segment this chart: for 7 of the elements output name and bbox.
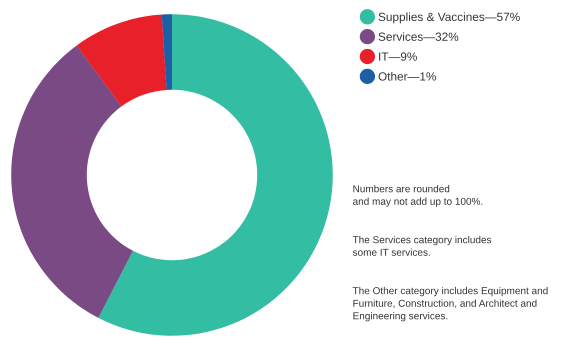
legend-label: Supplies & Vaccines—57%: [378, 12, 520, 24]
text: The Other category includes Equipment and Furniture, Construction, and Architect and Engineering services.: [352, 286, 548, 322]
legend-label: Services—32%: [378, 32, 458, 41]
text: The Services category includes some IT services.: [352, 236, 492, 256]
text: Numbers are rounded and may not add up to 100%.: [353, 184, 482, 207]
legend-label: IT—9%: [379, 52, 417, 61]
legend-label: Other—1%: [378, 72, 436, 81]
